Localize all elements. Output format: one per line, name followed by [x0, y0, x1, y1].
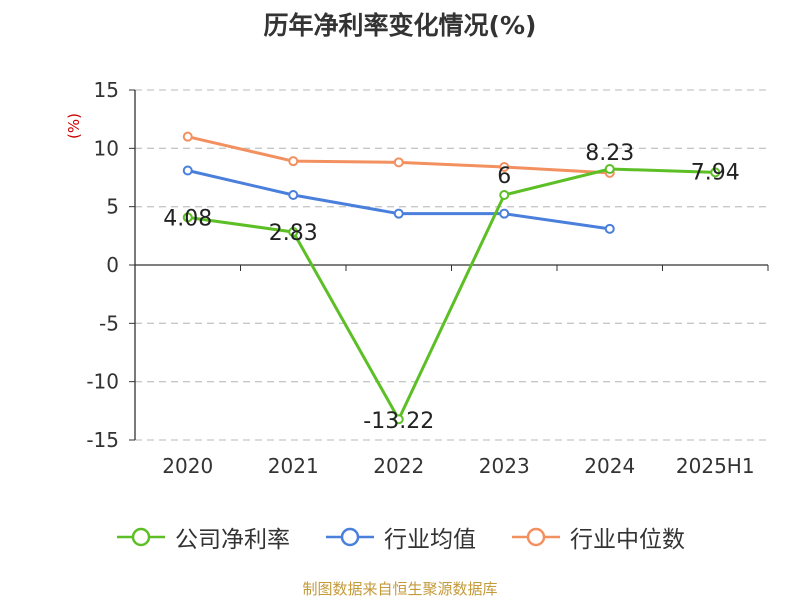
data-label: 6	[497, 164, 511, 189]
data-point	[499, 190, 510, 200]
data-point	[499, 162, 510, 172]
axis-layer: -15 -10 -5 0 5 10 15 2020 2021 2022 2023 2024 2025H1…	[65, 78, 769, 478]
y-tick-label: 0	[106, 253, 119, 277]
data-point	[604, 163, 615, 174]
grid-layer	[135, 89, 768, 441]
legend-item-1[interactable]: 行业均值	[324, 520, 476, 554]
x-tick-label: 2021	[268, 454, 319, 478]
x-tick-label: 2024	[584, 454, 635, 478]
data-point	[288, 190, 299, 200]
data-point	[393, 157, 404, 168]
data-point	[604, 223, 615, 234]
data-label: 7.94	[691, 160, 740, 185]
series-line-1	[187, 169, 610, 231]
data-point	[710, 167, 721, 178]
legend-item-2[interactable]: 行业中位数	[510, 520, 685, 554]
series-line-2	[187, 135, 610, 175]
legend-label: 公司净利率	[175, 527, 290, 553]
legend-label: 行业中位数	[570, 527, 685, 553]
series-line-0	[187, 167, 716, 421]
data-label: 2.83	[269, 221, 318, 246]
data-label: -13.22	[363, 409, 434, 434]
y-tick-label: -10	[86, 370, 119, 394]
legend-marker-icon	[326, 527, 374, 547]
series-layer	[182, 131, 721, 425]
legend-label: 行业均值	[384, 527, 476, 553]
data-point	[288, 226, 299, 237]
legend-item-0[interactable]: 公司净利率	[115, 520, 290, 554]
data-point	[393, 208, 404, 219]
x-tick-label: 2020	[162, 454, 213, 478]
data-point	[182, 131, 193, 142]
legend-marker-icon	[117, 527, 165, 547]
legend-marker-icon	[512, 527, 560, 547]
x-tick-label: 2025H1	[676, 454, 755, 478]
y-tick-label: 10	[94, 136, 119, 160]
y-tick-label: 5	[106, 195, 119, 219]
data-point	[393, 414, 404, 425]
data-label: 8.23	[585, 141, 634, 166]
data-point	[182, 165, 193, 176]
y-tick-label: 15	[94, 78, 119, 102]
data-label: 4.08	[163, 206, 212, 231]
source-note: 制图数据来自恒生聚源数据库	[302, 580, 498, 598]
y-tick-label: -15	[86, 428, 119, 452]
x-tick-label: 2023	[479, 454, 530, 478]
y-tick-label: -5	[99, 311, 119, 335]
data-point	[499, 208, 510, 219]
data-point	[288, 156, 299, 167]
data-point	[182, 212, 193, 223]
y-axis-label: (%)	[65, 113, 83, 139]
chart-title: 历年净利率变化情况(%)	[263, 11, 537, 40]
legend: 公司净利率 行业均值 行业中位数	[0, 519, 800, 555]
data-label-layer: 4.08 2.83 -13.22 6 8.23 7.94	[163, 141, 739, 434]
x-tick-label: 2022	[373, 454, 424, 478]
